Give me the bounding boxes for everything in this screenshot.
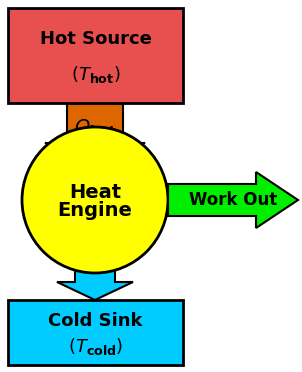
- Polygon shape: [45, 103, 145, 165]
- Polygon shape: [168, 172, 298, 228]
- Text: Engine: Engine: [58, 201, 133, 219]
- Text: Work Out: Work Out: [189, 191, 277, 209]
- Text: $Q_{\mathregular{hot}}$: $Q_{\mathregular{hot}}$: [74, 117, 116, 139]
- FancyBboxPatch shape: [8, 8, 183, 103]
- Text: Cold Sink: Cold Sink: [48, 312, 143, 330]
- Text: Hot Source: Hot Source: [40, 31, 151, 48]
- Text: $(T_{\mathregular{hot}})$: $(T_{\mathregular{hot}})$: [71, 64, 120, 85]
- Polygon shape: [57, 237, 133, 300]
- FancyBboxPatch shape: [8, 300, 183, 365]
- Circle shape: [22, 127, 168, 273]
- Text: Heat: Heat: [69, 183, 121, 202]
- Text: $(T_{\mathregular{cold}})$: $(T_{\mathregular{cold}})$: [68, 336, 123, 357]
